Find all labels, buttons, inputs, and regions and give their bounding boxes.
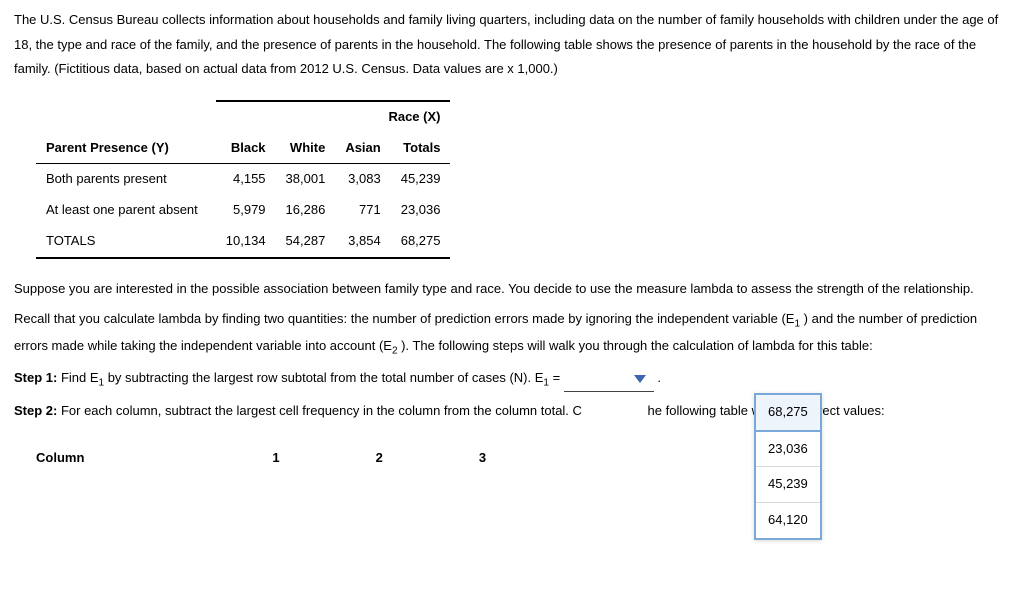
col-header-totals: Totals: [391, 133, 451, 164]
column-header-3: 3: [431, 442, 534, 475]
table-row: At least one parent absent 5,979 16,286 …: [36, 195, 450, 226]
intro-paragraph: The U.S. Census Bureau collects informat…: [14, 8, 1010, 82]
col-header-asian: Asian: [335, 133, 390, 164]
dropdown-option[interactable]: 64,120: [756, 503, 820, 538]
step2-dropdown-open[interactable]: 68,275 23,036 45,239 64,120: [754, 393, 822, 540]
column-table-label: Column: [36, 442, 224, 475]
mid-paragraph-2: Recall that you calculate lambda by find…: [14, 307, 1010, 360]
column-table: Column 1 2 3: [36, 442, 534, 475]
table-row: Both parents present 4,155 38,001 3,083 …: [36, 164, 450, 195]
dropdown-option[interactable]: 45,239: [756, 467, 820, 503]
step-1: Step 1: Find E1 by subtracting the large…: [14, 366, 1010, 393]
col-header-black: Black: [216, 133, 276, 164]
dropdown-option[interactable]: 68,275: [756, 395, 820, 432]
mid-paragraph-1: Suppose you are interested in the possib…: [14, 277, 1010, 302]
step-2: Step 2: For each column, subtract the la…: [14, 399, 1010, 424]
census-table: Race (X) Parent Presence (Y) Black White…: [36, 100, 450, 258]
col-header-white: White: [276, 133, 336, 164]
table-row-totals: TOTALS 10,134 54,287 3,854 68,275: [36, 226, 450, 258]
row-header-label: Parent Presence (Y): [36, 133, 216, 164]
chevron-down-icon: [634, 375, 646, 383]
column-header-2: 2: [328, 442, 431, 475]
step1-dropdown-field[interactable]: [564, 366, 654, 392]
column-header-1: 1: [224, 442, 327, 475]
race-header: Race (X): [388, 109, 440, 124]
dropdown-option[interactable]: 23,036: [756, 432, 820, 468]
data-table-container: Race (X) Parent Presence (Y) Black White…: [36, 100, 1010, 258]
